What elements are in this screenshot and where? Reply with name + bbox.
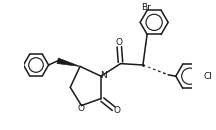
Text: N: N: [100, 71, 107, 80]
Text: O: O: [77, 104, 84, 113]
Text: O: O: [114, 106, 121, 115]
Text: Br: Br: [141, 3, 151, 12]
Polygon shape: [57, 58, 80, 66]
Text: Cl: Cl: [203, 72, 212, 81]
Text: O: O: [116, 38, 123, 47]
